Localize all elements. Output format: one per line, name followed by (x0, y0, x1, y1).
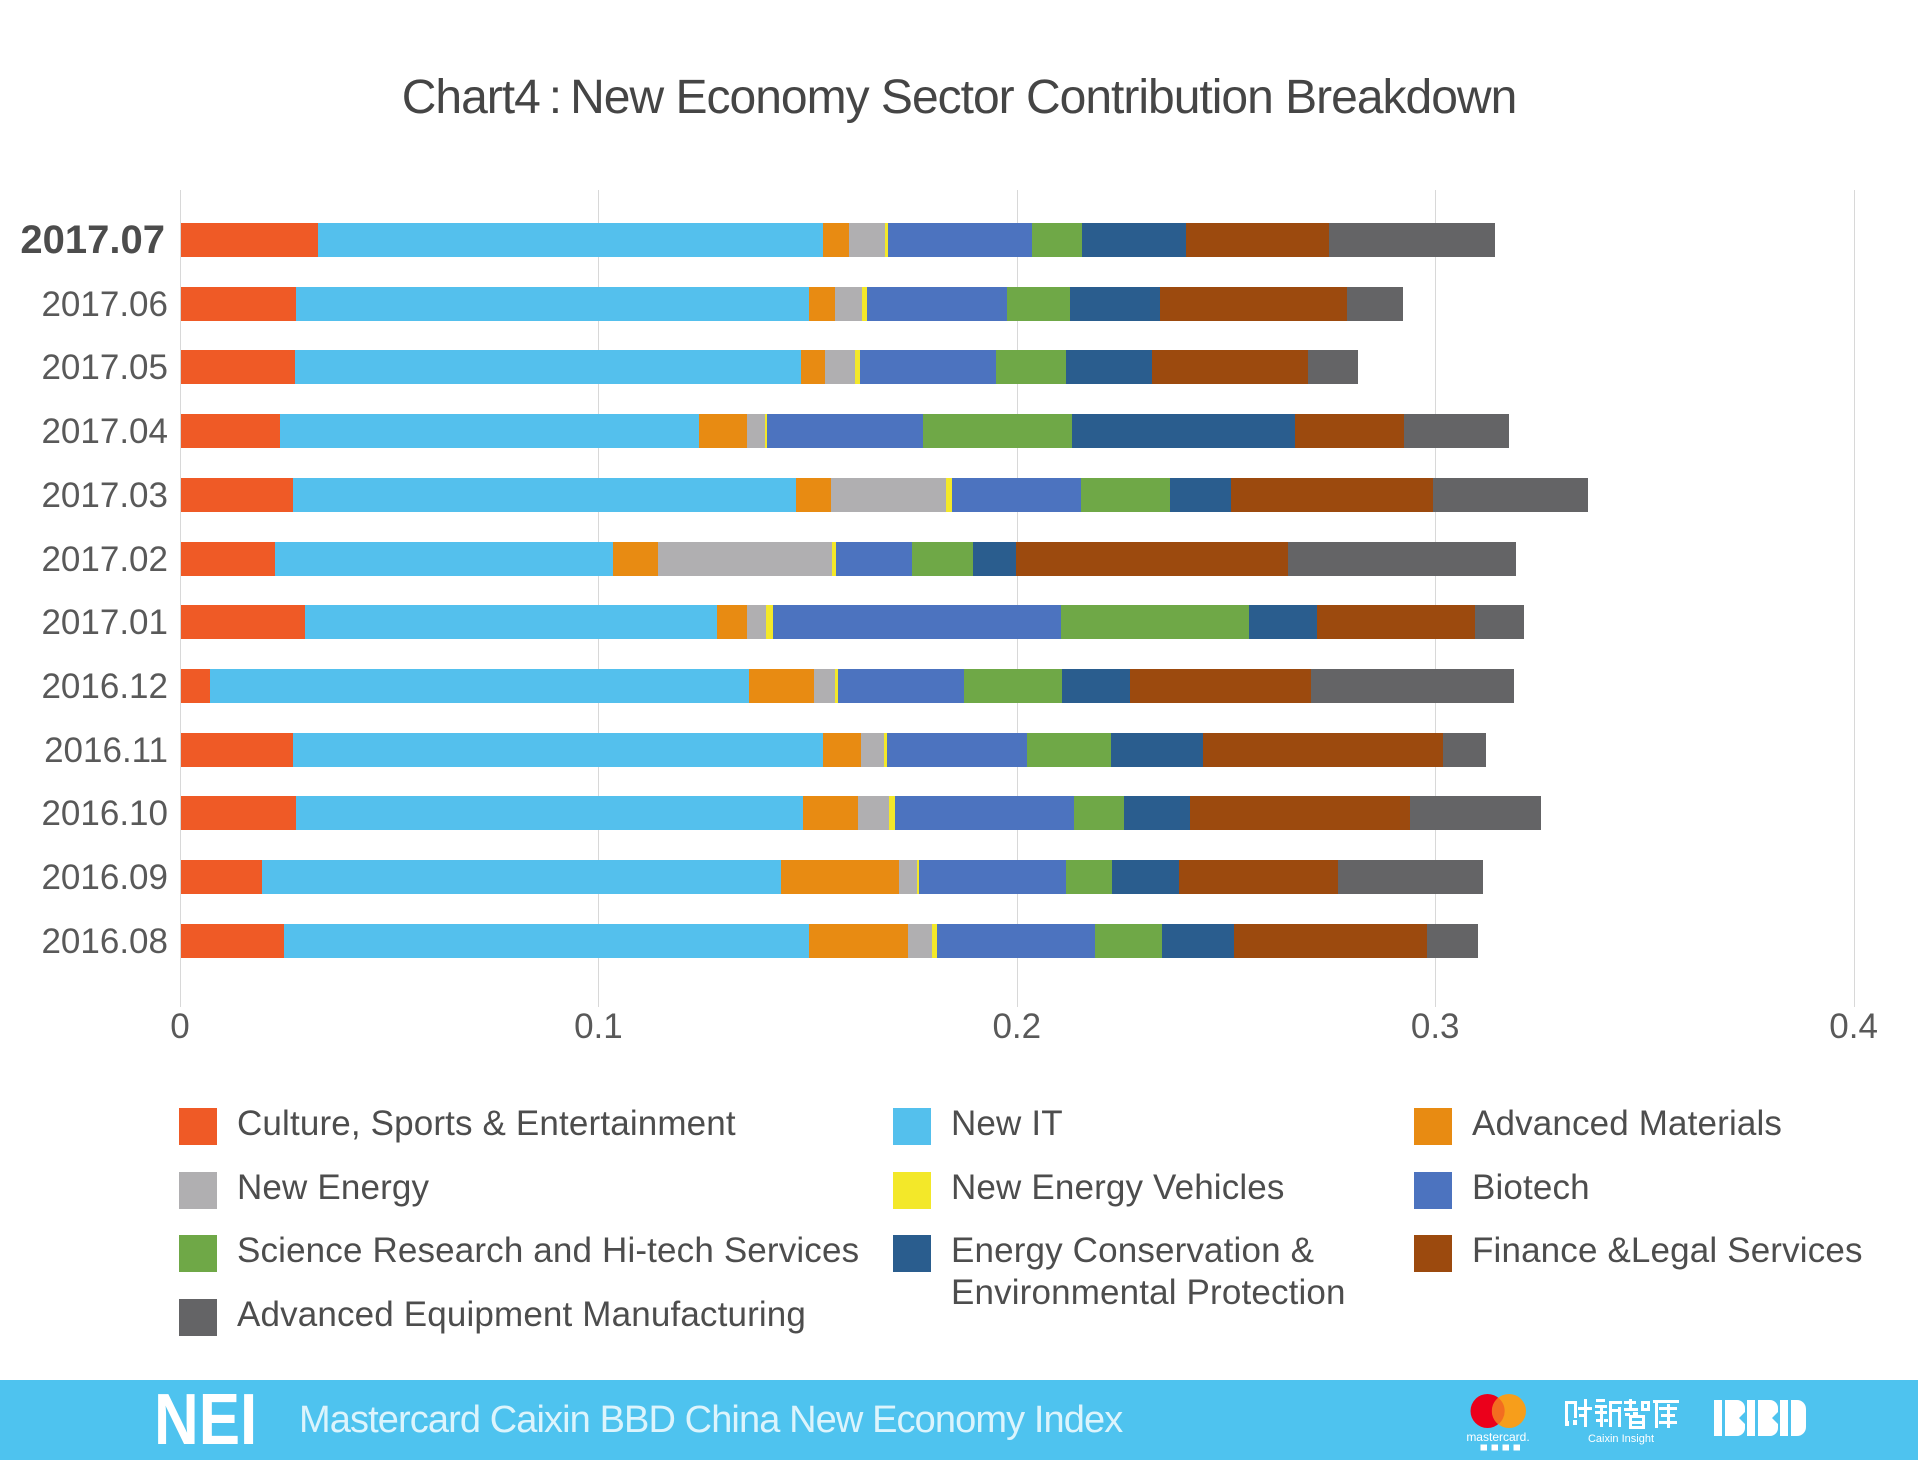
svg-text:mastercard.: mastercard. (1466, 1430, 1529, 1444)
svg-text:Caixin Insight: Caixin Insight (1588, 1433, 1654, 1445)
